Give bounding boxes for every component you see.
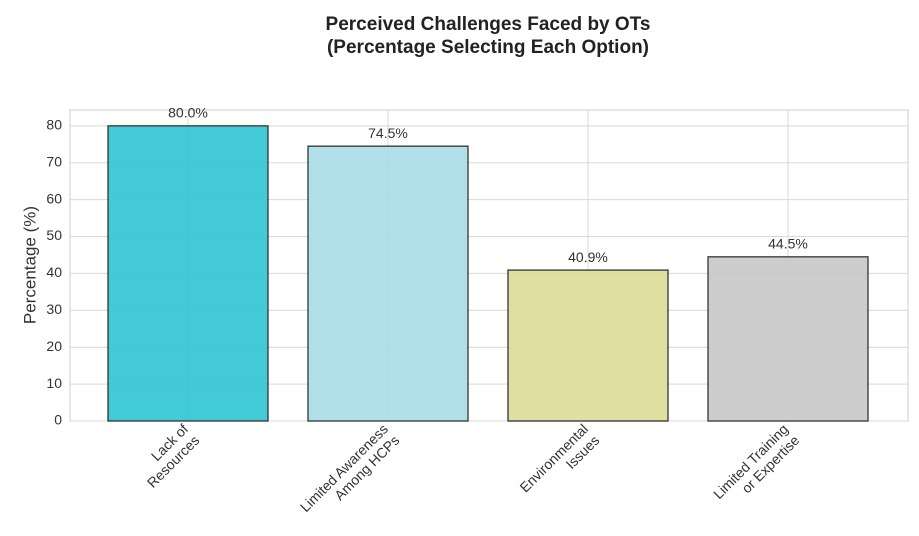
chart-title: (Percentage Selecting Each Option): [327, 37, 649, 58]
chart-title: Perceived Challenges Faced by OTs: [326, 14, 651, 35]
bar: [707, 256, 869, 422]
y-tick-label: 40: [46, 264, 62, 280]
value-label: 44.5%: [768, 236, 808, 252]
value-label: 74.5%: [368, 125, 408, 141]
value-label: 80.0%: [168, 105, 208, 121]
y-tick-label: 20: [46, 338, 62, 354]
y-tick-label: 70: [46, 153, 62, 169]
y-tick-label: 30: [46, 301, 62, 317]
bar: [107, 125, 269, 422]
bar: [507, 269, 669, 422]
value-label: 40.9%: [568, 249, 608, 265]
bar: [307, 145, 469, 422]
y-tick-label: 50: [46, 227, 62, 243]
y-tick-label: 0: [54, 412, 62, 428]
y-axis-label: Percentage (%): [20, 206, 39, 324]
y-tick-label: 60: [46, 190, 62, 206]
y-tick-label: 10: [46, 375, 62, 391]
y-tick-label: 80: [46, 117, 62, 133]
